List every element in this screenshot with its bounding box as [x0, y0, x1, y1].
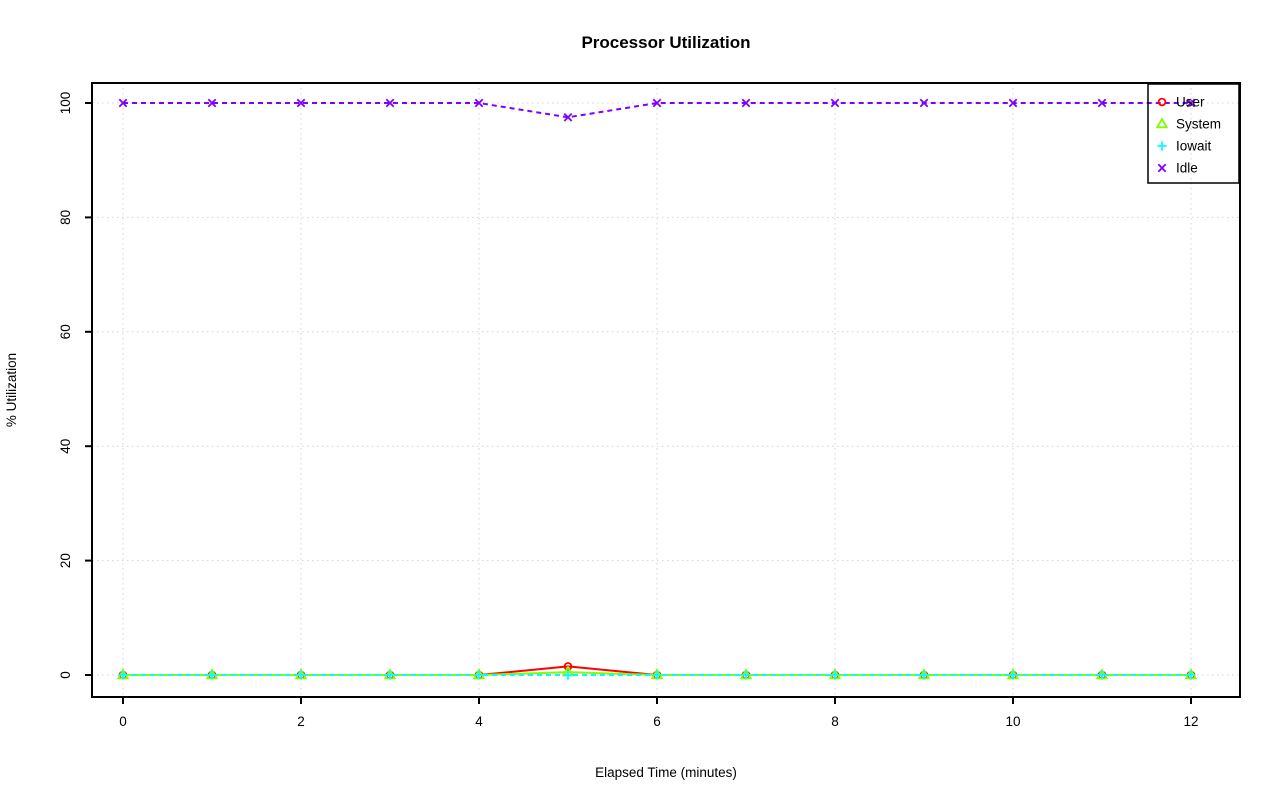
series-idle-marker	[1008, 98, 1018, 108]
series-idle-marker-glyph	[563, 112, 573, 122]
series-iowait-marker-glyph	[118, 670, 128, 680]
plot-border	[91, 82, 1241, 698]
series-idle	[118, 98, 1196, 122]
series-idle-marker	[652, 98, 662, 108]
series-iowait-marker-glyph	[741, 670, 751, 680]
series-iowait-marker	[830, 670, 840, 680]
series-idle-marker-glyph	[207, 98, 217, 108]
chart-title: Processor Utilization	[581, 33, 750, 52]
series-idle-marker	[296, 98, 306, 108]
y-tick-label: 60	[58, 324, 73, 339]
series-idle-marker	[118, 98, 128, 108]
series-iowait-marker	[919, 670, 929, 680]
series-iowait-marker-glyph	[385, 670, 395, 680]
legend-label-system: System	[1176, 117, 1221, 132]
y-tick-label: 20	[58, 553, 73, 568]
series-idle-marker	[1097, 98, 1107, 108]
series-iowait-marker	[741, 670, 751, 680]
series-iowait-marker-glyph	[919, 670, 929, 680]
x-tick-label: 12	[1183, 714, 1198, 729]
legend-marker-system-glyph	[1155, 117, 1169, 129]
series-iowait-marker-glyph	[207, 670, 217, 680]
series-iowait-marker	[118, 670, 128, 680]
series-idle-marker-glyph	[474, 98, 484, 108]
y-axis-label: % Utilization	[4, 353, 19, 427]
series-iowait-marker	[652, 670, 662, 680]
series-iowait-marker	[474, 670, 484, 680]
series-iowait-marker-glyph	[474, 670, 484, 680]
series-idle-marker-glyph	[919, 98, 929, 108]
legend-marker-system	[1155, 117, 1169, 129]
y-tick-label: 80	[58, 210, 73, 225]
x-tick-label: 4	[475, 714, 483, 729]
grid	[92, 83, 1240, 697]
y-tick-label: 100	[58, 92, 73, 115]
legend-label-user: User	[1176, 95, 1205, 110]
series-iowait-marker-glyph	[1008, 670, 1018, 680]
series-user-marker-glyph	[563, 662, 573, 671]
series-idle-marker-glyph	[1008, 98, 1018, 108]
series-iowait-marker	[1186, 670, 1196, 680]
plot-area: 0 2 4 6 8 10 12 0 20 40 60 80 100 User System Iowait Idl…	[58, 82, 1241, 729]
x-tick-label: 0	[119, 714, 127, 729]
series-iowait-marker-glyph	[652, 670, 662, 680]
axes	[85, 102, 1192, 704]
series-iowait-marker-glyph	[1186, 670, 1196, 680]
series-idle-marker	[919, 98, 929, 108]
series-idle-marker	[474, 98, 484, 108]
x-tick-label: 10	[1005, 714, 1020, 729]
series-idle-marker	[830, 98, 840, 108]
legend-marker-user-glyph	[1157, 97, 1167, 107]
legend-marker-idle	[1157, 163, 1167, 173]
series-iowait-marker-glyph	[563, 670, 573, 680]
x-tick-label: 2	[297, 714, 305, 729]
series-idle-marker-glyph	[296, 98, 306, 108]
y-tick-label: 40	[58, 439, 73, 454]
series-idle-line	[123, 102, 1191, 119]
series-idle-marker-glyph	[1097, 98, 1107, 108]
legend: User System Iowait Idle	[1147, 83, 1240, 184]
legend-label-idle: Idle	[1176, 161, 1198, 176]
series-idle-marker-glyph	[118, 98, 128, 108]
series-iowait-marker	[207, 670, 217, 680]
series-iowait-marker	[385, 670, 395, 680]
series-iowait-marker-glyph	[1097, 670, 1107, 680]
legend-box	[1147, 83, 1240, 184]
series-idle-marker-glyph	[830, 98, 840, 108]
series-iowait	[118, 670, 1196, 680]
x-axis-label: Elapsed Time (minutes)	[595, 765, 737, 780]
series-idle-marker	[741, 98, 751, 108]
series-idle-marker	[1186, 98, 1196, 108]
series-user-marker	[563, 662, 573, 671]
legend-marker-iowait	[1157, 141, 1167, 151]
series-iowait-marker	[1008, 670, 1018, 680]
series-iowait-marker-glyph	[830, 670, 840, 680]
series-iowait-marker	[563, 670, 573, 680]
legend-marker-user	[1157, 97, 1167, 107]
x-tick-label: 8	[831, 714, 839, 729]
series-iowait-marker	[1097, 670, 1107, 680]
series-iowait-marker	[296, 670, 306, 680]
series-iowait-marker-glyph	[296, 670, 306, 680]
series-idle-marker-glyph	[652, 98, 662, 108]
legend-marker-idle-glyph	[1157, 163, 1167, 173]
x-tick-label: 6	[653, 714, 661, 729]
series-idle-marker	[385, 98, 395, 108]
series-idle-marker-glyph	[385, 98, 395, 108]
series-idle-marker	[563, 112, 573, 122]
series-idle-marker	[207, 98, 217, 108]
series-idle-marker-glyph	[741, 98, 751, 108]
legend-marker-iowait-glyph	[1157, 141, 1167, 151]
legend-label-iowait: Iowait	[1176, 139, 1212, 154]
series-idle-marker-glyph	[1186, 98, 1196, 108]
y-tick-label: 0	[58, 671, 73, 679]
